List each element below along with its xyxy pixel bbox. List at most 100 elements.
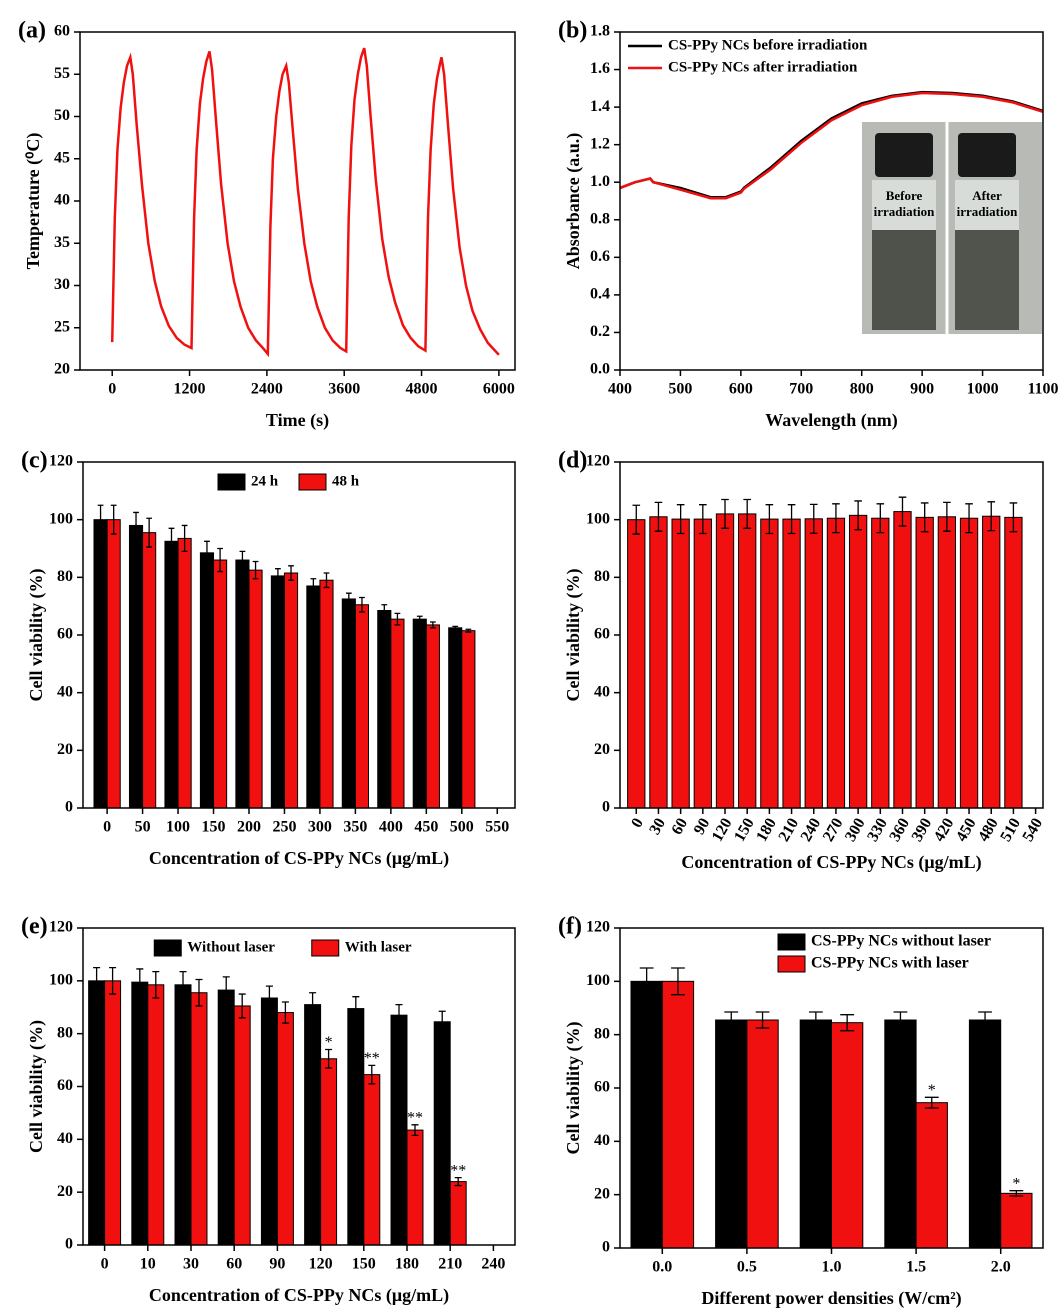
x-tick-label: 450 (953, 815, 980, 844)
x-tick-label: 500 (668, 381, 692, 398)
bar (804, 518, 823, 809)
bar (217, 989, 235, 1246)
error-bar (920, 502, 929, 533)
error-bar (452, 625, 459, 630)
vial-cap (958, 133, 1016, 177)
error-bar (265, 985, 273, 1011)
x-tick-label: 2.0 (991, 1259, 1011, 1276)
x-tick-label: 200 (237, 819, 261, 836)
x-tick-label: 6000 (483, 381, 515, 398)
error-bar (755, 1011, 770, 1029)
bar (449, 1181, 467, 1246)
inset-photo: Before irradiation After irradiation (862, 122, 1042, 334)
error-bar (654, 501, 663, 532)
x-tick-label: 800 (850, 381, 874, 398)
y-axis-title: Cell viability (%) (563, 569, 584, 702)
error-bar (876, 503, 885, 534)
y-tick-label: 100 (586, 972, 610, 989)
x-tick-label: 270 (820, 815, 847, 844)
y-tick-label: 20 (57, 741, 73, 758)
line (619, 91, 1044, 200)
x-axis-title: Concentration of CS-PPy NCs (μg/mL) (681, 852, 981, 873)
bar (915, 516, 934, 809)
y-tick-label: 40 (594, 683, 610, 700)
y-tick-label: 120 (586, 453, 610, 470)
x-axis-title: Concentration of CS-PPy NCs (μg/mL) (149, 1285, 449, 1306)
error-bar (325, 1048, 333, 1069)
error-bar (924, 1096, 939, 1109)
error-bar (345, 592, 352, 606)
bar (746, 1019, 779, 1249)
bar (826, 517, 846, 809)
y-axis-title: Cell viability (%) (26, 569, 47, 702)
x-tick-label: 400 (608, 381, 632, 398)
bar (412, 618, 427, 809)
bar (320, 1058, 338, 1246)
bar (630, 980, 663, 1249)
x-axis-title: Time (s) (266, 410, 329, 431)
y-tick-label: 50 (54, 107, 70, 124)
bar (715, 1019, 748, 1249)
error-bar (252, 560, 259, 580)
y-tick-label: 80 (57, 568, 73, 585)
x-tick-label: 1000 (967, 381, 999, 398)
error-bar (152, 970, 160, 999)
error-bar (1009, 502, 1018, 533)
bar (671, 518, 690, 809)
x-tick-label: 50 (135, 819, 151, 836)
error-bar (978, 1011, 992, 1029)
legend-swatch (311, 939, 340, 957)
x-tick-label: 390 (909, 815, 936, 844)
bar (799, 1019, 832, 1249)
error-bar (809, 503, 818, 534)
x-tick-label: 240 (798, 815, 825, 844)
x-tick-label: 900 (910, 381, 934, 398)
vial-liquid (872, 230, 936, 330)
x-tick-label: 100 (166, 819, 190, 836)
error-bar (352, 996, 360, 1022)
bar (661, 980, 695, 1249)
x-tick-label: 30 (183, 1256, 199, 1273)
error-bar (465, 628, 472, 633)
error-bar (204, 540, 210, 566)
error-bar (133, 511, 139, 540)
error-bar (765, 504, 774, 535)
bar (270, 575, 285, 809)
x-tick-label: 210 (775, 815, 802, 844)
x-tick-label: 420 (931, 815, 958, 844)
y-tick-label: 60 (54, 23, 70, 40)
error-bar (310, 578, 317, 594)
y-tick-label: 0 (65, 799, 73, 816)
line (110, 47, 500, 358)
y-axis-title: Cell viability (%) (26, 1020, 47, 1153)
bar (306, 585, 321, 809)
significance-label: * (928, 1082, 936, 1099)
x-tick-label: 300 (308, 819, 332, 836)
error-bar (724, 1011, 739, 1029)
error-bar (808, 1011, 823, 1029)
error-bar (411, 1124, 419, 1137)
x-tick-label: 60 (226, 1256, 242, 1273)
bar (1000, 1192, 1033, 1249)
y-tick-label: 0.2 (590, 323, 610, 340)
x-tick-label: 30 (646, 815, 669, 837)
bar (760, 518, 779, 809)
error-bar (109, 966, 117, 995)
error-bar (179, 970, 187, 999)
x-tick-label: 1200 (174, 381, 206, 398)
error-bar (676, 504, 685, 535)
error-bar (181, 524, 188, 553)
error-bar (239, 550, 246, 570)
significance-label: ** (364, 1050, 380, 1067)
y-tick-label: 1.2 (590, 135, 610, 152)
error-bar (699, 504, 707, 535)
vial-cap (875, 133, 933, 177)
bar (406, 1129, 424, 1246)
error-bar (217, 547, 223, 573)
y-tick-label: 80 (594, 568, 610, 585)
x-tick-label: 600 (729, 381, 753, 398)
error-bar (97, 504, 104, 535)
plot-area (110, 47, 500, 358)
inset-label: Before irradiation (874, 188, 935, 219)
